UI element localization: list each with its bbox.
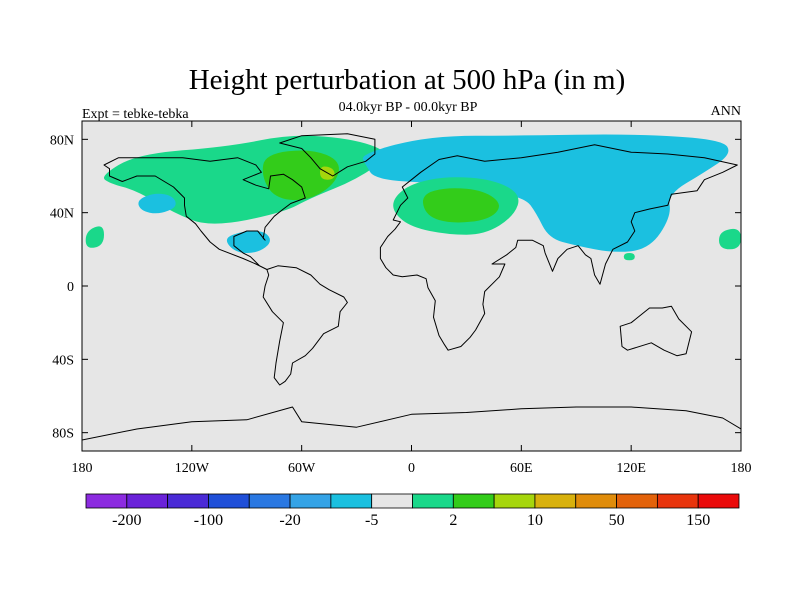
- anomaly-region-west-pacific-high: [719, 228, 741, 250]
- colorbar-label: 150: [686, 512, 710, 529]
- coastline-north-america: [103, 157, 306, 270]
- coastline-australia: [619, 305, 693, 357]
- colorbar-swatch: [289, 493, 332, 509]
- chart-title: Height perturbation at 500 hPa (in m): [189, 64, 626, 96]
- y-tick-label: 80S: [52, 427, 74, 442]
- colorbar-swatch: [616, 493, 658, 509]
- y-tick-label: 80N: [50, 133, 74, 148]
- colorbar-label: 2: [449, 512, 457, 529]
- colorbar-swatch: [248, 493, 291, 509]
- colorbar-label: -5: [365, 512, 378, 529]
- anomaly-region-arctic-low: [362, 134, 729, 252]
- colorbar-label: -200: [112, 512, 141, 529]
- colorbar-swatch: [697, 493, 740, 509]
- coastline-antarctica: [82, 406, 741, 441]
- anomaly-region-caribbean-low: [226, 231, 270, 253]
- plot-area: [81, 120, 742, 452]
- colorbar-label: 50: [609, 512, 625, 529]
- colorbar-label: -20: [279, 512, 300, 529]
- subtitle-center: 04.0kyr BP - 00.0kyr BP: [339, 100, 478, 115]
- x-tick-label: 120E: [616, 461, 646, 476]
- colorbar-swatch: [656, 493, 699, 509]
- colorbar: -200 -100 -20 -5 2 10 50 150: [85, 493, 740, 529]
- y-tick-label: 0: [67, 280, 74, 295]
- x-tick-label: 180: [731, 461, 752, 476]
- anomaly-region-east-pacific-high: [85, 226, 104, 248]
- subtitle-left: Expt = tebke-tebka: [82, 107, 189, 122]
- colorbar-swatch: [126, 493, 169, 509]
- colorbar-swatch: [575, 493, 617, 509]
- colorbar-swatch: [208, 493, 250, 509]
- y-tick-label: 40N: [50, 207, 74, 222]
- x-tick-label: 60W: [288, 461, 316, 476]
- anomaly-region-north-pacific-low: [138, 193, 176, 214]
- colorbar-swatch: [452, 493, 495, 509]
- anomaly-region-philippine-high: [623, 253, 635, 261]
- colorbar-swatch: [412, 493, 454, 509]
- subtitle-right: ANN: [711, 104, 741, 119]
- coastline-south-america: [262, 265, 348, 386]
- x-tick-label: 180: [72, 461, 93, 476]
- colorbar-swatch: [534, 493, 577, 509]
- colorbar-swatch: [85, 493, 128, 509]
- coastline-greenland: [279, 133, 376, 177]
- colorbar-swatch: [371, 493, 413, 509]
- colorbar-swatch: [493, 493, 536, 509]
- colorbar-swatch: [330, 493, 373, 509]
- x-tick-label: 60E: [510, 461, 533, 476]
- x-tick-label: 120W: [175, 461, 210, 476]
- colorbar-swatch: [167, 493, 209, 509]
- anomaly-region-greenland-high: [262, 150, 339, 201]
- anomaly-region-mediterranean-high: [422, 188, 499, 223]
- x-axis: 180 120W 60W 0 60E 120E 180: [72, 121, 752, 476]
- y-axis: 80N 40N 0 40S 80S: [50, 133, 741, 442]
- y-tick-label: 40S: [52, 353, 74, 368]
- coastline-eurasia-africa: [379, 144, 738, 351]
- x-tick-label: 0: [408, 461, 415, 476]
- colorbar-label: 10: [527, 512, 543, 529]
- colorbar-label: -100: [194, 512, 223, 529]
